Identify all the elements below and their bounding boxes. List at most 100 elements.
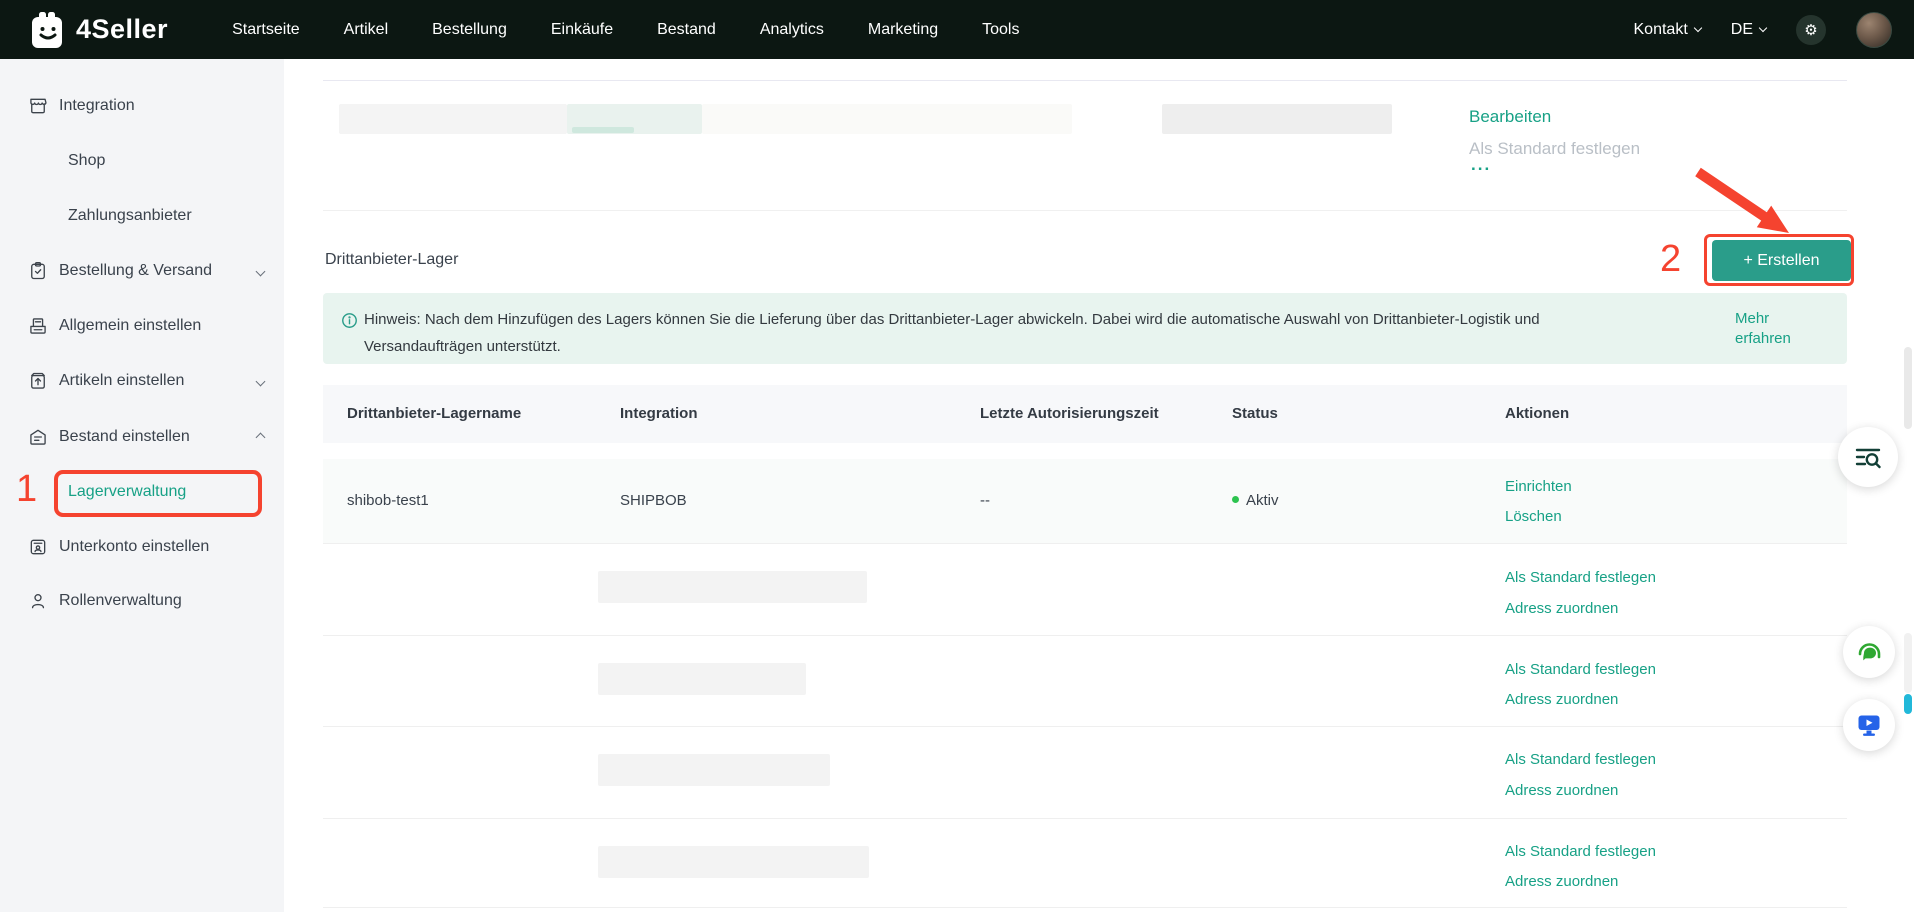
nav-marketing[interactable]: Marketing xyxy=(867,20,939,38)
sidebar-item-integration[interactable]: Integration xyxy=(0,91,284,121)
col-header-aktionen: Aktionen xyxy=(1505,405,1570,422)
printer-icon xyxy=(28,316,48,336)
col-header-status: Status xyxy=(1232,405,1278,422)
delete-link[interactable]: Löschen xyxy=(1505,508,1562,525)
notice-text-line2: Versandaufträgen unterstützt. xyxy=(364,338,561,355)
notice-text-line1: Hinweis: Nach dem Hinzufügen des Lagers … xyxy=(364,311,1540,328)
redacted-block xyxy=(598,571,867,603)
nav-bestand[interactable]: Bestand xyxy=(657,20,716,38)
id-card-icon xyxy=(28,537,48,557)
brand-logo[interactable]: 4Seller xyxy=(30,10,168,50)
sidebar: Integration Shop Zahlungsanbieter Bestel… xyxy=(0,59,284,912)
redacted-block xyxy=(572,127,634,133)
cell-status: Aktiv xyxy=(1232,459,1279,543)
nav-analytics[interactable]: Analytics xyxy=(759,20,824,38)
col-header-lagername: Drittanbieter-Lagername xyxy=(347,405,522,422)
user-avatar[interactable] xyxy=(1856,11,1892,48)
scrollbar-thumb[interactable] xyxy=(1904,347,1912,429)
divider xyxy=(323,210,1847,211)
set-default-link[interactable]: Als Standard festlegen xyxy=(1505,843,1656,860)
cell-warehouse-name: shibob-test1 xyxy=(347,492,429,509)
assign-address-link[interactable]: Adress zuordnen xyxy=(1505,873,1619,890)
info-icon xyxy=(341,312,358,334)
nav-artikel[interactable]: Artikel xyxy=(343,20,389,38)
redacted-block xyxy=(1162,104,1392,134)
monitor-play-icon xyxy=(1856,712,1882,738)
clipboard-check-icon xyxy=(28,261,48,281)
4seller-bag-icon xyxy=(30,10,66,50)
brand-name: 4Seller xyxy=(76,14,169,44)
divider xyxy=(323,80,1847,81)
set-default-link[interactable]: Als Standard festlegen xyxy=(1505,569,1656,586)
screen-demo-button[interactable] xyxy=(1843,699,1895,751)
status-dot-icon xyxy=(1232,496,1239,503)
redacted-block xyxy=(598,754,830,786)
assign-address-link[interactable]: Adress zuordnen xyxy=(1505,600,1619,617)
sidebar-item-bestellung-versand[interactable]: Bestellung & Versand xyxy=(0,256,284,286)
assign-address-link[interactable]: Adress zuordnen xyxy=(1505,691,1619,708)
sidebar-item-zahlungsanbieter[interactable]: Zahlungsanbieter xyxy=(68,207,192,224)
divider xyxy=(323,818,1847,819)
edit-link[interactable]: Bearbeiten xyxy=(1469,107,1552,126)
chevron-down-icon xyxy=(255,376,266,386)
sidebar-item-unterkonto-einstellen[interactable]: Unterkonto einstellen xyxy=(0,532,284,562)
section-title: Drittanbieter-Lager xyxy=(325,251,459,268)
warehouse-icon xyxy=(28,427,48,447)
top-navigation: Startseite Artikel Bestellung Einkäufe B… xyxy=(232,21,1019,39)
nav-bestellung[interactable]: Bestellung xyxy=(432,20,507,38)
set-default-link[interactable]: Als Standard festlegen xyxy=(1505,661,1656,678)
notice-banner xyxy=(323,293,1847,364)
setup-link[interactable]: Einrichten xyxy=(1505,478,1572,495)
search-list-button[interactable] xyxy=(1838,427,1898,487)
nav-einkaeufe[interactable]: Einkäufe xyxy=(550,20,614,38)
settings-button[interactable]: ⚙ xyxy=(1796,14,1826,45)
sidebar-item-shop[interactable]: Shop xyxy=(68,152,106,169)
support-chat-button[interactable] xyxy=(1843,626,1895,678)
more-actions-link[interactable]: ... xyxy=(1471,155,1492,174)
box-upload-icon xyxy=(28,371,48,391)
chevron-up-icon xyxy=(255,432,266,442)
sidebar-item-rollenverwaltung[interactable]: Rollenverwaltung xyxy=(0,586,284,616)
redacted-block xyxy=(598,663,806,695)
divider xyxy=(323,543,1847,544)
gear-icon: ⚙ xyxy=(1804,21,1818,39)
col-header-letzte-autorisierungszeit: Letzte Autorisierungszeit xyxy=(980,405,1159,422)
user-icon xyxy=(28,591,48,611)
cell-integration: SHIPBOB xyxy=(620,492,687,509)
assign-address-link[interactable]: Adress zuordnen xyxy=(1505,782,1619,799)
table-header-row xyxy=(323,385,1847,443)
table-row xyxy=(323,459,1847,543)
chevron-down-icon xyxy=(1693,23,1703,32)
chevron-down-icon xyxy=(1758,23,1768,32)
chevron-down-icon xyxy=(255,266,266,276)
nav-startseite[interactable]: Startseite xyxy=(232,20,300,38)
contact-menu[interactable]: Kontakt xyxy=(1634,21,1703,39)
col-header-integration: Integration xyxy=(620,405,698,422)
search-list-icon xyxy=(1854,443,1882,471)
sidebar-item-lagerverwaltung[interactable]: Lagerverwaltung xyxy=(68,483,187,500)
set-default-link-disabled[interactable]: Als Standard festlegen xyxy=(1469,139,1641,158)
sidebar-item-bestand-einstellen[interactable]: Bestand einstellen xyxy=(0,422,284,452)
annotation-arrow xyxy=(1695,167,1789,233)
sidebar-item-allgemein-einstellen[interactable]: Allgemein einstellen xyxy=(0,311,284,341)
divider xyxy=(323,907,1847,908)
scrollbar-thumb[interactable] xyxy=(1904,633,1912,693)
sidebar-item-artikeln-einstellen[interactable]: Artikeln einstellen xyxy=(0,366,284,396)
cell-last-auth: -- xyxy=(980,492,990,509)
topbar-right: Kontakt DE ⚙ xyxy=(1634,11,1892,48)
redacted-block xyxy=(598,846,869,878)
language-selector[interactable]: DE xyxy=(1731,21,1768,39)
divider xyxy=(323,635,1847,636)
learn-more-link[interactable]: Mehr erfahren xyxy=(1735,310,1791,347)
scrollbar-marker[interactable] xyxy=(1904,694,1912,714)
topbar: 4Seller Startseite Artikel Bestellung Ei… xyxy=(0,0,1914,59)
annotation-number-2: 2 xyxy=(1660,238,1682,280)
divider xyxy=(323,726,1847,727)
create-warehouse-button[interactable]: + Erstellen xyxy=(1712,240,1851,281)
redacted-block xyxy=(702,104,1072,134)
set-default-link[interactable]: Als Standard festlegen xyxy=(1505,751,1656,768)
redacted-block xyxy=(339,104,567,134)
nav-tools[interactable]: Tools xyxy=(982,20,1020,38)
storefront-icon xyxy=(28,96,48,116)
